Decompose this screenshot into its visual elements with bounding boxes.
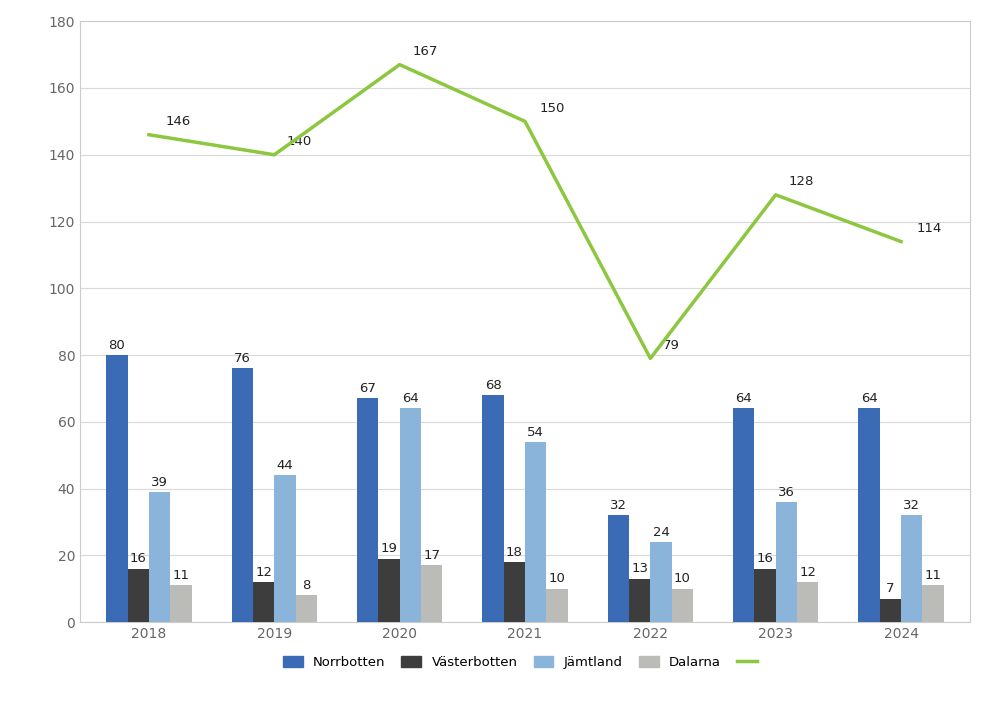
Bar [525, 442, 546, 622]
Text: 32: 32 [610, 499, 627, 512]
Text: 13: 13 [631, 563, 648, 575]
Text: 32: 32 [903, 499, 920, 512]
Bar [128, 568, 149, 622]
Text: 114: 114 [916, 222, 941, 235]
Text: 11: 11 [925, 569, 942, 582]
Text: 12: 12 [255, 566, 272, 579]
Bar [232, 368, 253, 622]
Text: 7: 7 [886, 583, 895, 595]
Bar [106, 355, 128, 622]
Text: 10: 10 [674, 573, 691, 585]
Text: 68: 68 [485, 379, 501, 392]
Text: 10: 10 [549, 573, 565, 585]
Text: 64: 64 [735, 392, 752, 405]
Text: 24: 24 [653, 526, 669, 539]
Bar [797, 582, 818, 622]
Bar [672, 589, 693, 622]
Text: 80: 80 [109, 339, 125, 352]
Text: 16: 16 [130, 552, 147, 566]
Bar [400, 409, 421, 622]
Bar [733, 409, 754, 622]
Text: 150: 150 [540, 102, 565, 115]
Text: 67: 67 [359, 382, 376, 395]
Bar [608, 515, 629, 622]
Text: 19: 19 [381, 542, 397, 556]
Bar [754, 568, 776, 622]
Text: 18: 18 [506, 546, 523, 559]
Text: 64: 64 [402, 392, 419, 405]
Bar [482, 395, 504, 622]
Text: 146: 146 [165, 115, 190, 128]
Text: 76: 76 [234, 352, 251, 365]
Text: 8: 8 [302, 579, 310, 592]
Bar [901, 515, 922, 622]
Text: 17: 17 [423, 549, 440, 562]
Bar [629, 579, 650, 622]
Text: 79: 79 [663, 339, 680, 352]
Bar [170, 585, 192, 622]
Text: 12: 12 [799, 566, 816, 579]
Text: 64: 64 [861, 392, 877, 405]
Bar [650, 542, 672, 622]
Text: 16: 16 [757, 552, 773, 566]
Text: 36: 36 [778, 486, 795, 498]
Bar [504, 562, 525, 622]
Bar [421, 566, 442, 622]
Bar [357, 399, 378, 622]
Text: 140: 140 [287, 135, 312, 148]
Text: 44: 44 [277, 459, 293, 472]
Bar [546, 589, 568, 622]
Bar [253, 582, 274, 622]
Legend: Norrbotten, Västerbotten, Jämtland, Dalarna, : Norrbotten, Västerbotten, Jämtland, Dala… [276, 649, 774, 676]
Bar [858, 409, 880, 622]
Bar [296, 595, 317, 622]
Bar [274, 475, 296, 622]
Text: 167: 167 [412, 45, 438, 58]
Text: 39: 39 [151, 476, 168, 489]
Text: 128: 128 [788, 175, 814, 188]
Text: 54: 54 [527, 426, 544, 438]
Bar [922, 585, 944, 622]
Text: 11: 11 [172, 569, 189, 582]
Bar [378, 559, 400, 622]
Bar [776, 502, 797, 622]
Bar [149, 492, 170, 622]
Bar [880, 599, 901, 622]
